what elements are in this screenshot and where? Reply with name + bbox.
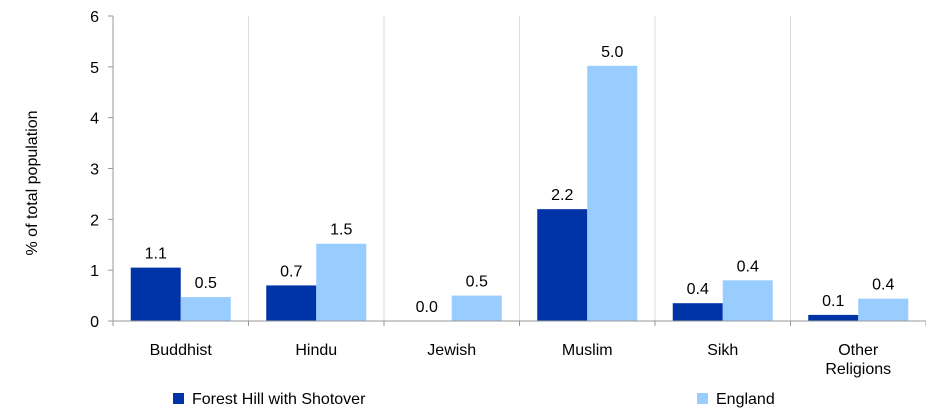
bar-forest-hill	[537, 209, 588, 321]
data-label: 0.4	[872, 277, 894, 294]
data-label: 0.1	[822, 293, 844, 310]
x-category-label: Muslim	[562, 342, 613, 359]
axes	[108, 15, 926, 326]
bars	[130, 65, 909, 321]
x-category-label: Hindu	[295, 342, 337, 359]
data-label: 2.2	[551, 187, 573, 204]
bar-forest-hill	[266, 285, 317, 321]
data-label: 1.1	[145, 246, 167, 263]
legend: Forest Hill with Shotover England	[173, 391, 775, 408]
bar-forest-hill	[130, 267, 181, 321]
x-category-label: Buddhist	[150, 342, 213, 359]
data-label: 0.5	[466, 274, 488, 291]
data-label: 0.5	[195, 275, 217, 292]
bar-england	[587, 65, 638, 321]
x-category-label-line: Sikh	[707, 342, 738, 359]
category-gridlines	[248, 16, 791, 321]
x-category-label-line: Jewish	[427, 342, 476, 359]
x-category-label-line: Hindu	[295, 342, 337, 359]
bar-forest-hill	[672, 303, 723, 321]
data-label: 0.7	[280, 263, 302, 280]
legend-label-england: England	[716, 391, 775, 408]
x-category-label: Sikh	[707, 342, 738, 359]
legend-label-forest-hill: Forest Hill with Shotover	[192, 391, 366, 408]
bar-forest-hill	[808, 314, 859, 321]
x-category-labels: Buddhist Hindu Jewish Muslim Sikh Other Religi…	[150, 342, 892, 378]
bar-england	[316, 243, 367, 321]
legend-swatch-england	[697, 393, 708, 404]
y-tick-label: 2	[90, 212, 99, 229]
bar-england	[722, 280, 773, 321]
bar-england	[180, 297, 231, 321]
data-labels: 1.1 0.7 0.0 2.2 0.4 0.1 0.5 1.5 0.5 5.0 0.4 0.4	[145, 44, 895, 316]
x-category-label: Other Religions	[825, 342, 891, 378]
data-label: 0.4	[687, 281, 709, 298]
y-tick-label: 3	[90, 162, 99, 179]
x-category-label-line: Other	[838, 342, 879, 359]
y-tick-label: 0	[90, 314, 99, 331]
y-tick-label: 6	[90, 9, 99, 26]
y-tick-labels: 0 1 2 3 4 5 6	[90, 9, 99, 331]
bar-england	[858, 298, 909, 321]
bar-england	[451, 295, 502, 321]
y-tick-label: 4	[90, 111, 99, 128]
legend-swatch-forest-hill	[173, 393, 184, 404]
y-tick-label: 1	[90, 263, 99, 280]
data-label: 5.0	[601, 44, 623, 61]
x-category-label-line: Buddhist	[150, 342, 213, 359]
x-category-label-line: Muslim	[562, 342, 613, 359]
x-category-label: Jewish	[427, 342, 476, 359]
x-category-label-line: Religions	[825, 361, 891, 378]
y-axis-title: % of total population	[24, 111, 41, 256]
data-label: 0.0	[416, 299, 438, 316]
data-label: 1.5	[330, 222, 352, 239]
data-label: 0.4	[737, 258, 759, 275]
y-tick-label: 5	[90, 60, 99, 77]
